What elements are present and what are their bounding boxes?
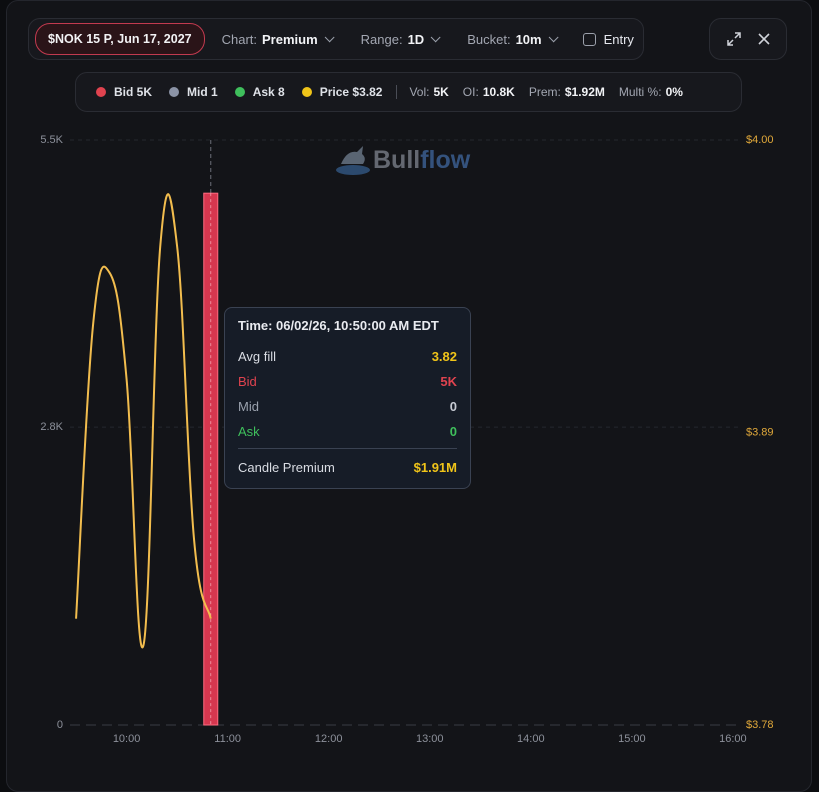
- stat: Vol: 5K: [409, 85, 448, 99]
- y2-tick-label: $3.78: [746, 719, 774, 731]
- legend-label: Mid 1: [187, 85, 218, 99]
- stats-bar: Bid 5K Mid 1 Ask 8 Price $3.82 Vol: 5K OI: 10.8…: [75, 72, 742, 112]
- stat-label: Vol:: [409, 85, 430, 99]
- legend-label: Ask 8: [252, 85, 285, 99]
- logo-text: Bull: [373, 145, 421, 174]
- stat: Multi %: 0%: [619, 85, 683, 99]
- legend-item: Bid 5K: [96, 85, 152, 99]
- tooltip-row: Mid 0: [238, 394, 457, 419]
- expand-button[interactable]: [726, 31, 742, 47]
- stat-label: Multi %:: [618, 85, 662, 99]
- x-tick-label: 16:00: [719, 733, 747, 745]
- row-label: Avg fill: [238, 349, 277, 364]
- stat: Prem: $1.92M: [529, 85, 605, 99]
- stat-label: Prem:: [528, 85, 561, 99]
- toolbar: $NOK 15 P, Jun 17, 2027 Chart: Premium Ra…: [28, 18, 644, 60]
- legend-dot: [96, 87, 106, 97]
- legend-item: Price $3.82: [301, 85, 383, 99]
- tooltip-row: Ask 0: [238, 419, 457, 444]
- tooltip-footer: Candle Premium $1.91M: [238, 455, 457, 480]
- x-tick-label: 13:00: [416, 733, 444, 745]
- price-line: [75, 193, 212, 649]
- row-label: Mid: [238, 399, 259, 414]
- x-tick-label: 15:00: [618, 733, 646, 745]
- bucket-select[interactable]: Bucket: 10m: [467, 31, 559, 47]
- tooltip-title: Time: 06/02/26, 10:50:00 AM EDT: [238, 318, 439, 333]
- x-tick-label: 11:00: [214, 733, 241, 745]
- close-button[interactable]: [757, 32, 771, 46]
- row-label: Candle Premium: [238, 460, 335, 475]
- range-select[interactable]: Range: 1D: [360, 31, 441, 47]
- legend-dot: [234, 87, 245, 97]
- logo: Bull flow: [333, 140, 470, 180]
- label: Range:: [360, 31, 403, 47]
- row-value: 5K: [440, 374, 457, 389]
- row-value: 0: [449, 399, 457, 414]
- legend-label: Bid 5K: [114, 85, 153, 99]
- tooltip: Time: 06/02/26, 10:50:00 AM EDT Avg fill…: [224, 307, 471, 489]
- separator: [396, 85, 398, 99]
- row-value: $1.91M: [413, 460, 457, 475]
- value: 1D: [407, 31, 425, 47]
- label: Entry: [603, 31, 634, 47]
- row-value: 3.82: [431, 349, 457, 364]
- row-label: Ask: [238, 424, 260, 439]
- logo-text: flow: [420, 145, 471, 174]
- value: 10m: [515, 31, 542, 47]
- label: Chart:: [221, 31, 258, 47]
- tooltip-row: Bid 5K: [238, 369, 457, 394]
- y-tick-label: 2.8K: [40, 421, 63, 433]
- x-tick-label: 14:00: [517, 733, 545, 745]
- logo-icon: [336, 146, 370, 175]
- legend-item: Ask 8: [234, 85, 285, 99]
- stat-value: 0%: [665, 85, 683, 99]
- divider: [238, 448, 457, 449]
- row-value: 0: [449, 424, 457, 439]
- y-tick-label: 5.5K: [40, 134, 63, 146]
- stat-value: 10.8K: [482, 85, 515, 99]
- y2-tick-label: $3.89: [746, 426, 774, 438]
- window-controls: [709, 18, 787, 60]
- legend-dot: [169, 87, 180, 97]
- row-label: Bid: [238, 374, 257, 389]
- tooltip-row: Avg fill 3.82: [238, 344, 457, 369]
- chart-select[interactable]: Chart: Premium: [221, 31, 335, 47]
- y2-tick-label: $4.00: [746, 134, 774, 146]
- value: Premium: [262, 31, 318, 47]
- stat-value: $1.92M: [564, 85, 605, 99]
- legend-label: Price $3.82: [319, 85, 383, 99]
- stat-label: OI:: [462, 85, 479, 99]
- y-tick-label: 0: [57, 719, 63, 731]
- x-tick-label: 12:00: [315, 733, 343, 745]
- legend-dot: [301, 87, 312, 97]
- entry-checkbox[interactable]: Entry: [582, 31, 634, 47]
- stat: OI: 10.8K: [463, 85, 515, 99]
- x-tick-label: 10:00: [113, 733, 141, 745]
- legend-item: Mid 1: [169, 85, 218, 99]
- stat-value: 5K: [433, 85, 449, 99]
- label: Bucket:: [467, 31, 511, 47]
- ticker-button[interactable]: $NOK 15 P, Jun 17, 2027: [35, 23, 205, 55]
